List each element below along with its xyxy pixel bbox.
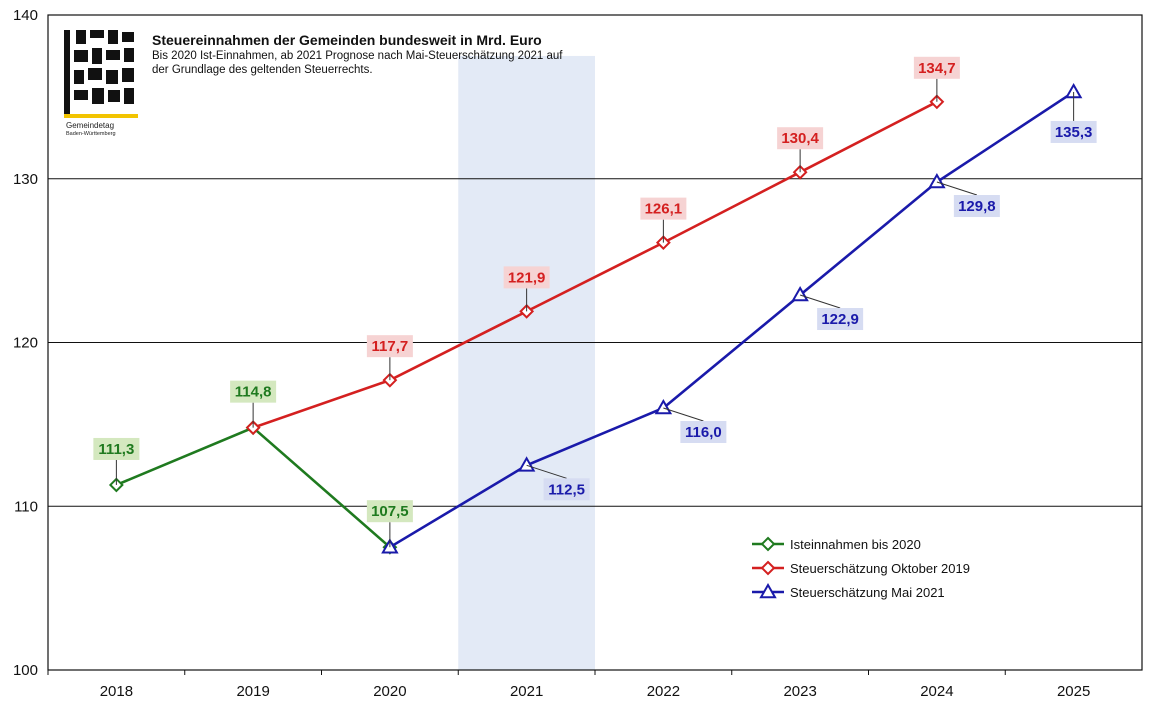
x-tick-label-2022: 2022 — [647, 683, 680, 700]
data-label-2-2024: 129,8 — [958, 198, 996, 215]
data-label-1-2023: 130,4 — [781, 130, 819, 147]
x-tick-label-2025: 2025 — [1057, 683, 1090, 700]
data-label-2-2023: 122,9 — [821, 311, 859, 328]
leader-2-2024 — [936, 181, 978, 196]
gemeindetag-logo — [62, 28, 142, 138]
x-tick-label-2020: 2020 — [373, 683, 406, 700]
label-box-2-2022 — [680, 421, 727, 443]
data-label-0-2020: 107,5 — [371, 503, 409, 520]
leader-2-2023 — [799, 294, 841, 309]
data-label-1-2020: 117,7 — [372, 338, 409, 355]
label-box-1-2022 — [640, 197, 687, 220]
series-line-1 — [252, 100, 938, 429]
marker-2-2022 — [654, 398, 673, 415]
leader-2-2021 — [526, 464, 567, 479]
legend-marker-0 — [760, 536, 776, 552]
series-line-2 — [389, 90, 1075, 549]
legend-label-2: Steuerschätzung Mai 2021 — [790, 585, 945, 600]
label-box-0-2019 — [230, 380, 277, 403]
marker-2-2021 — [517, 456, 536, 472]
label-box-1-2023 — [777, 127, 824, 150]
label-box-2-2021 — [543, 478, 590, 501]
data-label-1-2024: 134,7 — [918, 60, 956, 77]
chart-title-block: Steuereinnahmen der Gemeinden bundesweit… — [152, 32, 672, 77]
legend-label-1: Steuerschätzung Oktober 2019 — [790, 561, 970, 576]
marker-2-2024 — [928, 173, 946, 189]
y-tick-label-140: 140 — [13, 7, 38, 24]
leader-2-2022 — [663, 407, 704, 422]
x-tick-label-2024: 2024 — [920, 683, 953, 700]
chart-title: Steuereinnahmen der Gemeinden bundesweit… — [152, 32, 542, 48]
y-tick-label-110: 110 — [14, 498, 38, 515]
data-label-1-2022: 126,1 — [645, 201, 683, 218]
logo-caption-text: Gemeindetag — [66, 121, 115, 130]
label-box-2-2024 — [953, 195, 1000, 218]
label-box-1-2021 — [503, 266, 550, 289]
data-label-2-2021: 112,5 — [548, 481, 585, 498]
legend-marker-2 — [759, 582, 777, 599]
logo-caption: Gemeindetag Baden-Württemberg — [66, 121, 116, 139]
x-tick-label-2018: 2018 — [100, 683, 133, 700]
data-label-2-2025: 135,3 — [1055, 124, 1093, 141]
label-box-1-2024 — [913, 56, 960, 79]
label-box-0-2020 — [366, 500, 413, 523]
data-label-2-2022: 116,0 — [685, 424, 722, 441]
label-box-2-2023 — [817, 308, 864, 331]
y-tick-label-130: 130 — [13, 171, 38, 188]
label-box-0-2018 — [93, 437, 140, 460]
highlight-band-2021 — [458, 55, 595, 670]
x-tick-label-2023: 2023 — [783, 683, 816, 700]
marker-2-2023 — [791, 285, 809, 302]
y-tick-label-100: 100 — [13, 662, 38, 679]
series-line-0 — [115, 426, 391, 549]
x-tick-label-2021: 2021 — [510, 683, 543, 700]
y-tick-label-120: 120 — [13, 335, 38, 352]
logo-mark — [64, 30, 138, 118]
legend-marker-1 — [760, 560, 776, 576]
x-tick-label-2019: 2019 — [236, 683, 269, 700]
data-label-0-2018: 111,3 — [98, 441, 134, 458]
chart-subtitle-line-1: Bis 2020 Ist-Einnahmen, ab 2021 Prognose… — [152, 50, 563, 62]
data-label-1-2021: 121,9 — [508, 269, 546, 286]
chart-subtitle-line-2: der Grundlage des geltenden Steuerrechts… — [152, 64, 373, 76]
data-label-0-2019: 114,8 — [235, 384, 272, 401]
legend-label-0: Isteinnahmen bis 2020 — [790, 537, 921, 552]
label-box-1-2020 — [366, 335, 413, 358]
logo-caption-small: Baden-Württemberg — [66, 131, 116, 137]
label-box-2-2025 — [1050, 120, 1097, 143]
